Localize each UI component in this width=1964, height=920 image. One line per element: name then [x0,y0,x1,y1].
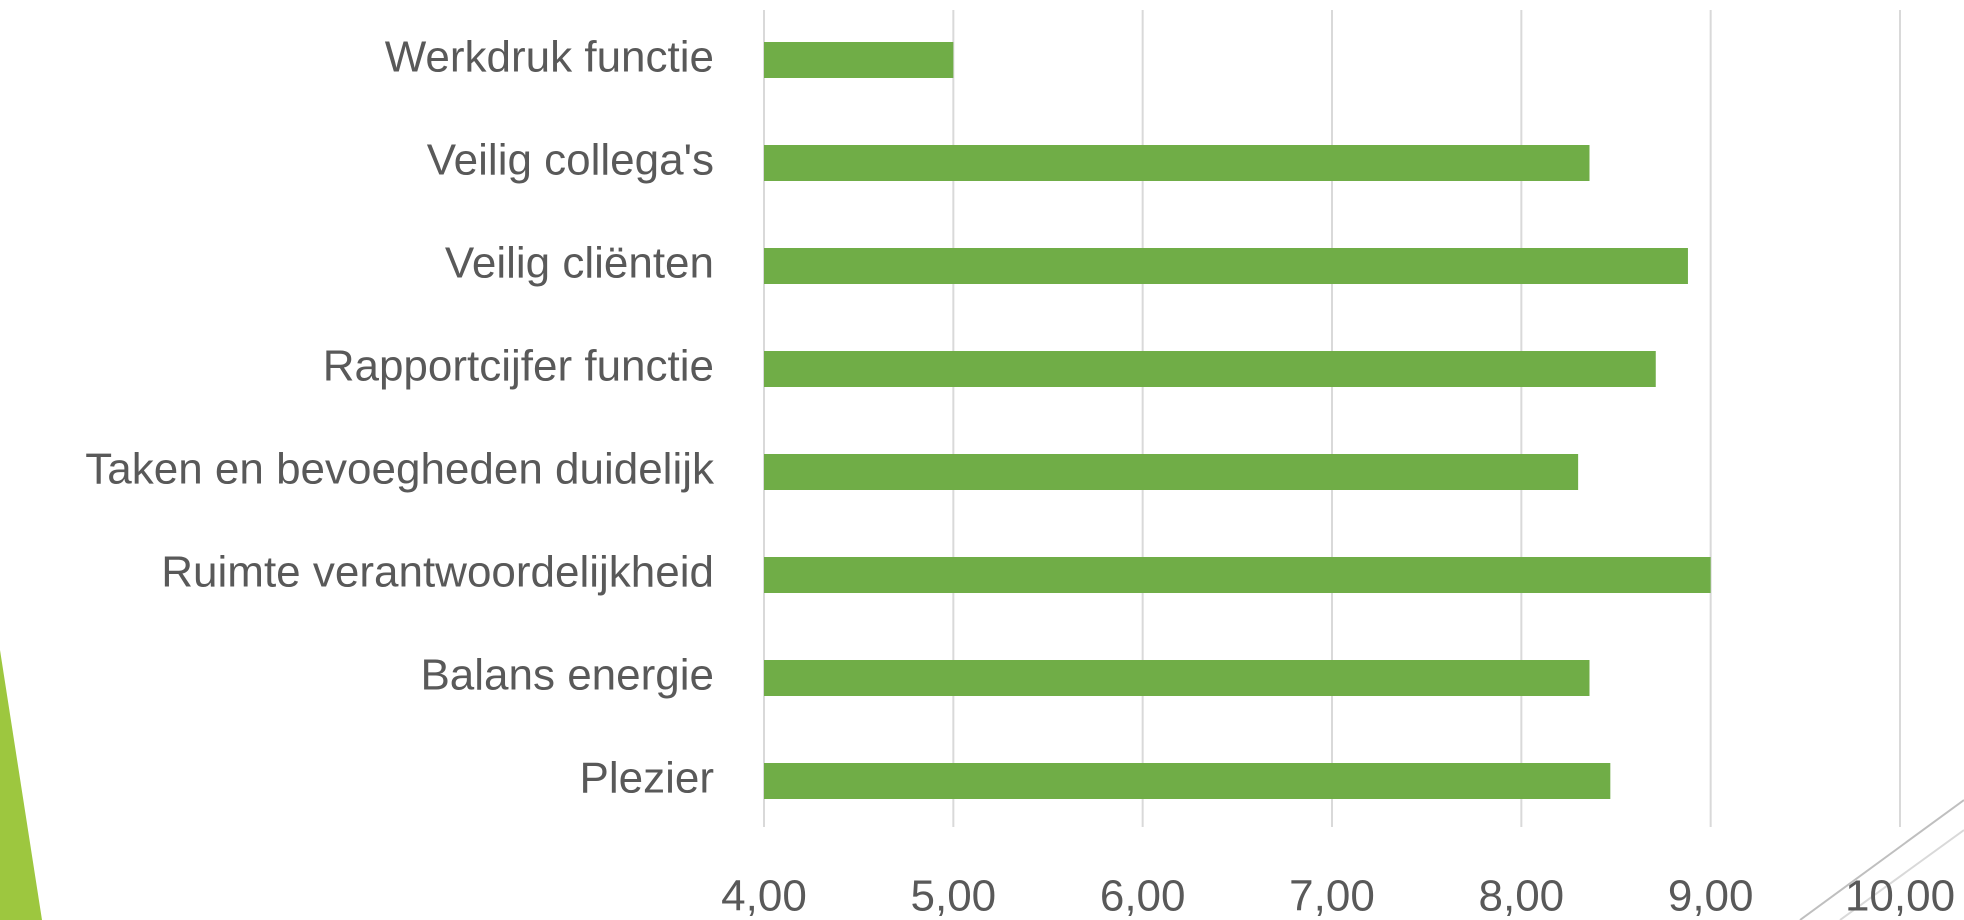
y-tick-label: Balans energie [420,651,714,700]
decoration [1839,829,1964,920]
bar [764,557,1711,593]
x-tick-label: 5,00 [911,872,997,920]
bar [764,660,1590,696]
y-tick-label: Taken en bevoegheden duidelijk [85,445,715,494]
y-tick-label: Plezier [580,754,715,803]
x-tick-label: 6,00 [1100,872,1186,920]
bar [764,145,1590,181]
x-tick-label: 8,00 [1479,872,1565,920]
decoration [0,650,42,920]
x-tick-label: 4,00 [721,872,807,920]
y-tick-label: Veilig cliënten [445,239,714,288]
bar [764,454,1579,490]
y-tick-label: Rapportcijfer functie [323,342,714,391]
bar [764,763,1611,799]
bar [764,351,1656,387]
y-tick-label: Veilig collega's [427,136,714,185]
x-tick-label: 7,00 [1289,872,1375,920]
bar [764,42,954,78]
y-tick-label: Werkdruk functie [385,33,714,82]
x-tick-label: 10,00 [1845,872,1955,920]
decoration [1799,799,1964,920]
y-tick-label: Ruimte verantwoordelijkheid [161,548,714,597]
bar [764,248,1688,284]
x-tick-label: 9,00 [1668,872,1754,920]
